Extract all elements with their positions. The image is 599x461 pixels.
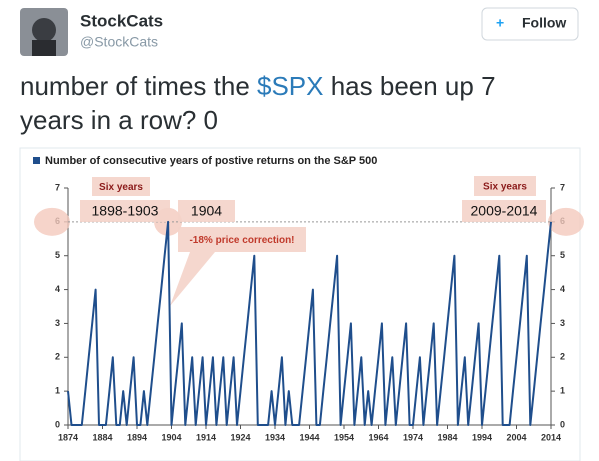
follow-label[interactable]: Follow [522,15,566,31]
avatar-cat [32,18,56,42]
follow-icon: + [496,15,504,31]
x-tick-label: 1924 [230,432,250,442]
y-tick-label: 3 [55,318,60,328]
annotation: 2009-2014 [471,203,538,219]
y-tick-label: 2 [55,352,60,362]
y-tick-label: 1 [55,386,60,396]
x-tick-label: 2004 [506,432,526,442]
x-tick-label: 1984 [437,432,457,442]
x-tick-label: 1994 [472,432,492,442]
y2-tick-label: 1 [560,386,565,396]
y2-tick-label: 0 [560,419,565,429]
highlight [34,207,70,236]
x-tick-label: 1874 [58,432,78,442]
chart-title: Number of consecutive years of postive r… [45,155,377,167]
annotation-box [462,200,546,222]
y2-tick-label: 5 [560,250,565,260]
x-tick-label: 1934 [265,432,285,442]
x-tick-label: 1904 [161,432,181,442]
legend-swatch [33,157,40,164]
user-name[interactable]: StockCats [80,11,163,30]
annotation: Six years [99,182,143,193]
tweet-text: number of times the $SPX has been up 7 [20,71,496,101]
avatar-suit [32,40,56,56]
y-tick-label: 5 [55,250,60,260]
x-tick-label: 1884 [92,432,112,442]
text: has been up 7 [324,71,496,101]
x-tick-label: 1974 [403,432,423,442]
y-tick-label: 0 [55,419,60,429]
tweet-text-continued: years in a row? 0 [20,105,218,135]
y-tick-label: 4 [55,284,60,294]
y2-tick-label: 7 [560,182,565,192]
x-tick-label: 1914 [196,432,216,442]
x-tick-label: 1944 [299,432,319,442]
data-line [67,220,552,426]
annotation-box [80,200,170,222]
x-tick-label: 1894 [127,432,147,442]
annotation-box [92,177,150,196]
annotation-box [178,227,306,252]
y2-tick-label: 2 [560,352,565,362]
cashtag[interactable]: $SPX [257,71,324,101]
text: number of times the [20,71,257,101]
y-tick-label: 7 [55,182,60,192]
annotation: Six years [483,182,527,193]
annotation-box [178,200,235,222]
x-tick-label: 1954 [334,432,354,442]
user-handle[interactable]: @StockCats [80,34,158,50]
annotation: 1904 [191,203,222,219]
annotation: -18% price correction! [189,235,294,246]
annotation: 1898-1903 [92,203,159,219]
annotation-box [474,176,536,196]
highlight [548,207,584,236]
chart: Number of consecutive years of postive r… [33,155,584,442]
y2-tick-label: 3 [560,318,565,328]
callout-pointer [170,252,215,306]
x-tick-label: 2014 [541,432,561,442]
y2-tick-label: 4 [560,284,565,294]
x-tick-label: 1964 [368,432,388,442]
follow-button[interactable] [481,7,579,41]
